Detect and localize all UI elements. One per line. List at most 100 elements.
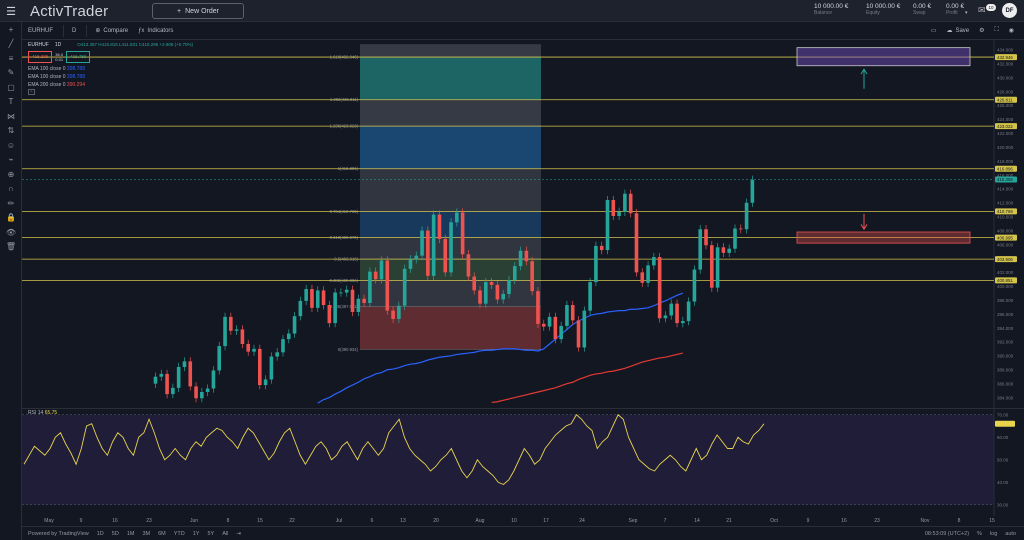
range-3m[interactable]: 3M xyxy=(142,530,151,537)
candle xyxy=(744,202,749,230)
lock-icon[interactable]: 🔒 xyxy=(6,213,16,223)
candle xyxy=(611,200,616,216)
price-tick: 396.000 xyxy=(997,312,1014,317)
sell-price[interactable]: 415.295 xyxy=(28,51,53,63)
candle xyxy=(437,214,442,239)
candle xyxy=(472,276,477,291)
save-button[interactable]: ☁ Save xyxy=(946,27,970,35)
trendline-icon[interactable]: ╱ xyxy=(8,39,14,49)
prediction-icon[interactable]: ⇅ xyxy=(7,126,15,136)
time-tick: 16 xyxy=(112,518,118,524)
price-tick: 388.000 xyxy=(997,368,1014,373)
candle xyxy=(205,388,210,392)
candle xyxy=(507,280,511,294)
zoom-in-icon[interactable]: ⊕ xyxy=(7,169,15,179)
stay-drawing-icon[interactable]: ✏ xyxy=(7,198,15,208)
price-tick: 410.000 xyxy=(997,214,1014,219)
settings-icon[interactable]: ⚙ xyxy=(979,28,985,34)
ruler-icon[interactable]: ⌁ xyxy=(8,155,14,165)
pattern-icon[interactable]: ⋈ xyxy=(7,111,15,121)
log-toggle[interactable]: log xyxy=(989,530,998,537)
range-5d[interactable]: 5D xyxy=(111,530,119,537)
candle xyxy=(512,266,517,280)
price-tick: 414.000 xyxy=(997,187,1014,192)
candle xyxy=(594,245,598,283)
price-marker xyxy=(995,208,1017,215)
candle xyxy=(541,323,546,327)
candle xyxy=(159,373,164,377)
hamburger-menu-icon[interactable]: ☰ xyxy=(6,5,16,18)
trash-icon[interactable]: 🗑 xyxy=(5,242,17,252)
price-marker xyxy=(995,96,1017,103)
text-icon[interactable]: T xyxy=(8,97,14,107)
candle xyxy=(530,261,534,292)
candle xyxy=(362,298,366,303)
price-marker xyxy=(995,123,1017,130)
date-range-icon[interactable]: ⇥ xyxy=(236,530,241,537)
emoji-icon[interactable]: ☺ xyxy=(6,140,16,150)
new-order-button[interactable]: + New Order xyxy=(152,3,244,19)
brush-icon[interactable]: ✎ xyxy=(7,68,15,78)
mail-icon[interactable]: ✉ xyxy=(978,5,986,15)
price-marker-label: 423.022 xyxy=(997,124,1013,129)
range-1m[interactable]: 1M xyxy=(126,530,135,537)
rectangle-icon[interactable]: ▢ xyxy=(7,82,15,92)
auto-toggle[interactable]: auto xyxy=(1005,530,1016,537)
percent-toggle[interactable]: % xyxy=(977,530,982,537)
price-tick: 408.000 xyxy=(997,228,1014,233)
candle xyxy=(675,303,679,324)
eye-icon[interactable]: 👁 xyxy=(5,227,17,237)
profit-dropdown-icon[interactable]: ▾ xyxy=(965,10,968,16)
candle xyxy=(686,301,691,322)
range-6m[interactable]: 6M xyxy=(158,530,166,537)
time-axis[interactable]: May 9 16 23 Jun 8 15 22 Jul 6 13 20 Aug 10 17 24 Sep 7 14 2… xyxy=(22,516,1024,526)
bottom-bar: Powered by TradingView 1D 5D 1M 3M 6M YT… xyxy=(22,526,1024,540)
price-tick: 430.000 xyxy=(997,75,1014,80)
swap-stat: 0.00 € Swap xyxy=(913,3,932,16)
price-tick: 384.000 xyxy=(997,395,1014,400)
symbol-search[interactable]: EURHUF xyxy=(28,27,53,34)
range-5y[interactable]: 5Y xyxy=(207,530,215,537)
compare-button[interactable]: ⊕ Compare xyxy=(95,27,129,35)
candle xyxy=(373,271,378,280)
magnet-icon[interactable]: ∩ xyxy=(8,184,14,194)
camera-icon[interactable]: ◉ xyxy=(1008,28,1014,34)
rsi-tick: 30.00 xyxy=(997,503,1009,508)
range-ytd[interactable]: YTD xyxy=(173,530,185,537)
range-1y[interactable]: 1Y xyxy=(192,530,200,537)
clock: 08:53:09 (UTC+2) xyxy=(924,530,970,537)
fullscreen-icon[interactable]: ⛶ xyxy=(994,27,999,33)
interval-select[interactable]: D xyxy=(72,27,77,34)
candle xyxy=(182,361,187,367)
price-tick: 386.000 xyxy=(997,381,1014,386)
layout-icon[interactable]: ▭ xyxy=(930,28,937,34)
buy-price[interactable]: 415.755 xyxy=(66,51,91,63)
target-box-up xyxy=(796,47,971,67)
chart-legend: EURHUF 1D O413.387 H415.815 L411.831 C415.… xyxy=(28,41,193,95)
rsi-tick: 40.00 xyxy=(997,480,1009,485)
rsi-pane[interactable]: 70.00 60.00 50.00 40.00 30.00 xyxy=(22,408,1024,516)
time-tick: 15 xyxy=(989,518,995,524)
candle xyxy=(628,193,633,214)
candle xyxy=(246,344,251,352)
price-tick: 426.000 xyxy=(997,103,1014,108)
crosshair-icon[interactable]: + xyxy=(8,24,14,34)
user-avatar[interactable]: DF xyxy=(1002,3,1017,18)
candle xyxy=(657,257,662,319)
candle xyxy=(426,230,430,276)
range-1d[interactable]: 1D xyxy=(96,530,104,537)
indicators-button[interactable]: ƒx Indicators xyxy=(138,27,174,34)
candle xyxy=(565,305,569,326)
fib-label: 0(390.934) xyxy=(338,347,359,352)
candle xyxy=(634,213,639,273)
rsi-tick: 70.00 xyxy=(997,413,1009,418)
candle xyxy=(275,352,279,357)
legend-collapse-icon[interactable]: ^ xyxy=(28,89,35,95)
range-all[interactable]: All xyxy=(222,530,229,537)
ema-legend-3: EMA 200 close 0 390.294 xyxy=(28,82,85,88)
price-tick: 406.000 xyxy=(997,242,1014,247)
horizontal-lines-icon[interactable]: ≡ xyxy=(8,53,14,63)
fib-zone xyxy=(360,44,541,58)
candle xyxy=(484,282,488,304)
price-chart[interactable]: 434.000 432.000 430.000 428.000 426.000 424.0… xyxy=(22,40,1024,408)
